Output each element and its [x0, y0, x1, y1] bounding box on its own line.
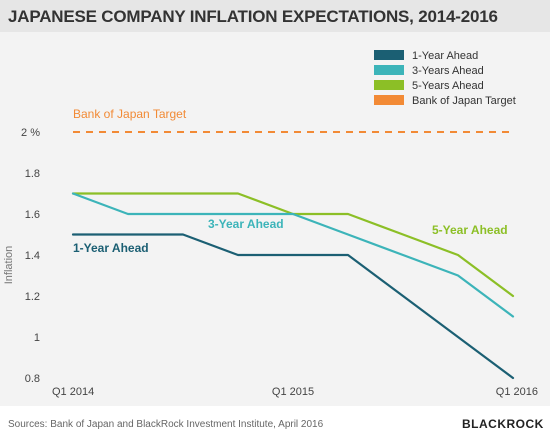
- legend-swatch: [374, 50, 404, 60]
- legend-label: Bank of Japan Target: [412, 95, 516, 107]
- legend: 1-Year Ahead 3-Years Ahead 5-Years Ahead Ba…: [374, 50, 516, 107]
- target-label: Bank of Japan Target: [73, 107, 187, 121]
- series-group: [71, 192, 515, 380]
- y-tick-label: 1.4: [25, 250, 40, 262]
- x-tick-label: Q1 2015: [272, 386, 314, 398]
- target-group: Bank of Japan Target: [73, 107, 513, 133]
- x-tick-label: Q1 2014: [52, 386, 94, 398]
- series-annotation: 1-Year Ahead: [73, 241, 149, 255]
- y-tick-label: 1.2: [25, 291, 40, 303]
- legend-swatch: [374, 65, 404, 75]
- y-tick-label: 1.6: [25, 209, 40, 221]
- legend-label: 5-Years Ahead: [412, 80, 484, 92]
- legend-swatch: [374, 80, 404, 90]
- series-line: [71, 233, 515, 380]
- x-tick-label: Q1 2016: [496, 386, 538, 398]
- legend-label: 3-Years Ahead: [412, 65, 484, 77]
- y-tick-label: 0.8: [25, 373, 40, 385]
- y-axis-label: Inflation: [3, 246, 15, 285]
- y-tick-label: 1: [34, 332, 40, 344]
- title-bar: JAPANESE COMPANY INFLATION EXPECTATIONS,…: [0, 0, 550, 32]
- annotations-group: 1-Year Ahead 3-Year Ahead 5-Year Ahead: [73, 217, 508, 255]
- legend-swatch: [374, 95, 404, 105]
- series-line: [71, 192, 515, 318]
- brand-logo: BLACKROCK: [462, 417, 544, 431]
- series-annotation: 5-Year Ahead: [432, 223, 508, 237]
- chart-title: JAPANESE COMPANY INFLATION EXPECTATIONS,…: [8, 7, 498, 26]
- y-tick-label: 2 %: [21, 127, 40, 139]
- chart-axes: Inflation 0.8 1 1.2 1.4 1.6 1.8 2 % Q1 2014 Q1 20…: [3, 127, 538, 398]
- y-tick-label: 1.8: [25, 168, 40, 180]
- legend-label: 1-Year Ahead: [412, 50, 478, 62]
- chart-background: [0, 32, 550, 406]
- source-note: Sources: Bank of Japan and BlackRock Inv…: [8, 419, 324, 430]
- series-annotation: 3-Year Ahead: [208, 217, 284, 231]
